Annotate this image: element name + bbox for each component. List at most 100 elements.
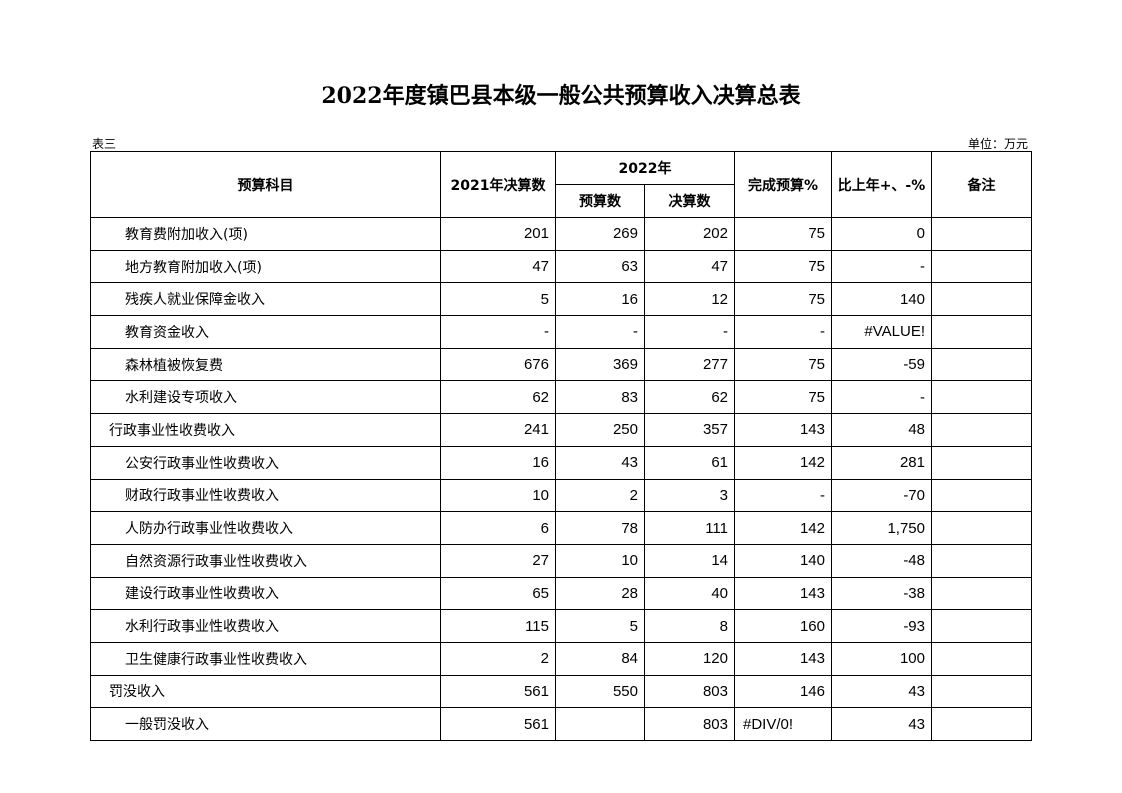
cell-subject: 森林植被恢复费 bbox=[90, 347, 441, 382]
budget-table: 预算科目 2021年决算数 2022年 完成预算% 比上年+、-% 备注 预算数… bbox=[90, 151, 1032, 741]
cell-actual: 202 bbox=[644, 217, 735, 251]
table-row: 公安行政事业性收费收入 16 43 61 142 281 bbox=[90, 445, 1032, 480]
cell-actual: - bbox=[644, 315, 735, 349]
cell-actual: 62 bbox=[644, 380, 735, 415]
cell-budget: 83 bbox=[555, 380, 645, 415]
table-row: 森林植被恢复费 676 369 277 75 -59 bbox=[90, 347, 1032, 382]
cell-actual: 120 bbox=[644, 641, 735, 676]
cell-subject: 一般罚没收入 bbox=[90, 707, 441, 741]
cell-prev-actual: - bbox=[440, 315, 556, 349]
cell-budget: - bbox=[555, 315, 645, 349]
table-row: 罚没收入 561 550 803 146 43 bbox=[90, 674, 1032, 709]
cell-note bbox=[931, 413, 1032, 447]
cell-note bbox=[931, 707, 1032, 741]
cell-note bbox=[931, 315, 1032, 349]
cell-completion: 143 bbox=[734, 641, 832, 676]
cell-yoy: -93 bbox=[831, 609, 932, 643]
table-row: 教育资金收入 - - - - #VALUE! bbox=[90, 315, 1032, 349]
cell-prev-actual: 5 bbox=[440, 282, 556, 317]
cell-prev-actual: 16 bbox=[440, 445, 556, 480]
header-prev-actual: 2021年决算数 bbox=[440, 151, 556, 218]
header-yoy: 比上年+、-% bbox=[831, 151, 932, 218]
cell-note bbox=[931, 282, 1032, 317]
cell-prev-actual: 561 bbox=[440, 707, 556, 741]
header-budget: 预算数 bbox=[555, 184, 645, 218]
cell-subject: 公安行政事业性收费收入 bbox=[90, 445, 441, 480]
cell-completion: 75 bbox=[734, 249, 832, 284]
cell-yoy: 1,750 bbox=[831, 511, 932, 545]
cell-subject: 卫生健康行政事业性收费收入 bbox=[90, 641, 441, 676]
cell-yoy: 43 bbox=[831, 707, 932, 741]
cell-subject: 财政行政事业性收费收入 bbox=[90, 478, 441, 513]
cell-note bbox=[931, 576, 1032, 611]
header-year-group: 2022年 bbox=[555, 151, 735, 185]
cell-budget: 550 bbox=[555, 674, 645, 709]
cell-yoy: #VALUE! bbox=[831, 315, 932, 349]
cell-note bbox=[931, 674, 1032, 709]
cell-actual: 3 bbox=[644, 478, 735, 513]
cell-prev-actual: 561 bbox=[440, 674, 556, 709]
cell-budget bbox=[555, 707, 645, 741]
cell-actual: 277 bbox=[644, 347, 735, 382]
cell-subject: 地方教育附加收入(项) bbox=[90, 249, 441, 284]
cell-subject: 建设行政事业性收费收入 bbox=[90, 576, 441, 611]
cell-actual: 47 bbox=[644, 249, 735, 284]
cell-budget: 10 bbox=[555, 543, 645, 578]
cell-actual: 8 bbox=[644, 609, 735, 643]
cell-note bbox=[931, 217, 1032, 251]
cell-subject: 残疾人就业保障金收入 bbox=[90, 282, 441, 317]
cell-budget: 250 bbox=[555, 413, 645, 447]
cell-budget: 369 bbox=[555, 347, 645, 382]
table-row: 行政事业性收费收入 241 250 357 143 48 bbox=[90, 413, 1032, 447]
cell-actual: 803 bbox=[644, 674, 735, 709]
table-row: 建设行政事业性收费收入 65 28 40 143 -38 bbox=[90, 576, 1032, 611]
cell-note bbox=[931, 511, 1032, 545]
cell-budget: 2 bbox=[555, 478, 645, 513]
cell-completion: 142 bbox=[734, 511, 832, 545]
table-row: 人防办行政事业性收费收入 6 78 111 142 1,750 bbox=[90, 511, 1032, 545]
cell-yoy: - bbox=[831, 380, 932, 415]
cell-subject: 水利建设专项收入 bbox=[90, 380, 441, 415]
cell-yoy: -48 bbox=[831, 543, 932, 578]
cell-subject: 自然资源行政事业性收费收入 bbox=[90, 543, 441, 578]
cell-yoy: -59 bbox=[831, 347, 932, 382]
cell-prev-actual: 62 bbox=[440, 380, 556, 415]
cell-yoy: 43 bbox=[831, 674, 932, 709]
cell-prev-actual: 115 bbox=[440, 609, 556, 643]
cell-budget: 5 bbox=[555, 609, 645, 643]
cell-yoy: -70 bbox=[831, 478, 932, 513]
cell-budget: 16 bbox=[555, 282, 645, 317]
cell-completion: 75 bbox=[734, 347, 832, 382]
table-row: 水利建设专项收入 62 83 62 75- bbox=[90, 380, 1032, 415]
cell-budget: 63 bbox=[555, 249, 645, 284]
cell-prev-actual: 47 bbox=[440, 249, 556, 284]
cell-prev-actual: 676 bbox=[440, 347, 556, 382]
cell-note bbox=[931, 641, 1032, 676]
table-row: 残疾人就业保障金收入 5 16 12 75 140 bbox=[90, 282, 1032, 317]
cell-yoy: 281 bbox=[831, 445, 932, 480]
cell-note bbox=[931, 543, 1032, 578]
cell-yoy: 100 bbox=[831, 641, 932, 676]
cell-budget: 78 bbox=[555, 511, 645, 545]
cell-actual: 40 bbox=[644, 576, 735, 611]
header-note: 备注 bbox=[931, 151, 1032, 218]
table-tag: 表三 bbox=[92, 137, 117, 151]
cell-completion: 140 bbox=[734, 543, 832, 578]
cell-completion: 75 bbox=[734, 380, 832, 415]
cell-note bbox=[931, 445, 1032, 480]
cell-prev-actual: 27 bbox=[440, 543, 556, 578]
cell-note bbox=[931, 249, 1032, 284]
cell-completion: 146 bbox=[734, 674, 832, 709]
header-subject: 预算科目 bbox=[90, 151, 441, 218]
cell-note bbox=[931, 478, 1032, 513]
cell-completion: - bbox=[734, 315, 832, 349]
cell-prev-actual: 10 bbox=[440, 478, 556, 513]
cell-completion: #DIV/0! bbox=[734, 707, 832, 741]
unit-label: 单位：万元 bbox=[967, 137, 1028, 151]
cell-note bbox=[931, 609, 1032, 643]
cell-actual: 111 bbox=[644, 511, 735, 545]
page-title: 2022年度镇巴县本级一般公共预算收入决算总表 bbox=[321, 83, 801, 109]
cell-completion: 143 bbox=[734, 576, 832, 611]
cell-budget: 84 bbox=[555, 641, 645, 676]
cell-completion: - bbox=[734, 478, 832, 513]
